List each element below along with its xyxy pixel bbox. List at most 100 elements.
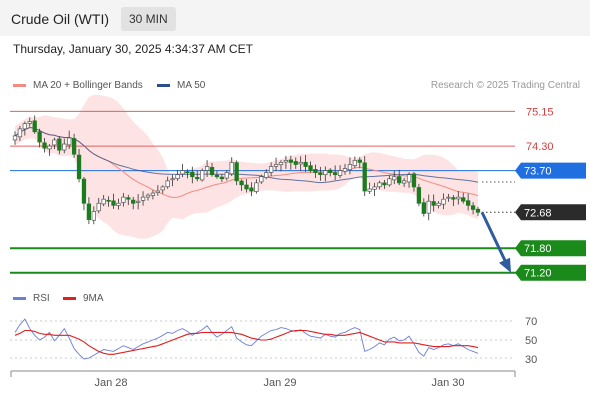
candle-body <box>204 166 210 171</box>
candle-body <box>392 176 397 181</box>
candle-body <box>195 177 200 180</box>
candle <box>219 174 225 183</box>
candle-body <box>308 165 313 171</box>
candle-body <box>62 143 67 151</box>
candle <box>135 194 141 210</box>
candle-body <box>259 176 264 183</box>
legend-ma20-swatch <box>13 83 26 87</box>
timeframe-button[interactable]: 30 MIN <box>121 7 176 31</box>
candle-body <box>293 161 298 165</box>
candle <box>323 166 328 182</box>
legend-ma20-label: MA 20 + Bollinger Bands <box>33 80 143 91</box>
candle-body <box>421 202 426 214</box>
candle-body <box>372 186 377 190</box>
candle <box>106 196 111 207</box>
candle-body <box>362 162 367 192</box>
candle <box>406 172 412 188</box>
candle <box>446 193 451 202</box>
level-label-75-15: 75.15 <box>526 106 554 118</box>
candle-body <box>288 159 293 163</box>
candle-body <box>27 121 32 124</box>
candle <box>229 157 234 176</box>
candle <box>111 193 116 209</box>
candle-body <box>135 200 141 203</box>
candle <box>116 198 121 210</box>
candle-body <box>145 194 151 198</box>
level-label-71-20: 71.20 <box>524 268 552 280</box>
candle-body <box>57 138 62 151</box>
candle <box>244 179 249 193</box>
candle <box>224 170 229 181</box>
candle-body <box>323 170 328 176</box>
legend-rsi-swatch <box>13 296 26 300</box>
candle-body <box>303 161 308 167</box>
candle <box>209 162 215 177</box>
legend-rsi-ma: 9MA <box>63 293 104 304</box>
candle <box>264 169 269 180</box>
forecast-arrow-shaft <box>480 211 509 266</box>
candle <box>101 194 106 207</box>
candle-body <box>436 202 441 206</box>
legend-rsi: RSI <box>13 293 50 304</box>
candle <box>170 174 175 187</box>
level-label-71-80: 71.80 <box>524 243 552 255</box>
candle-body <box>150 192 156 196</box>
candle-body <box>377 182 382 188</box>
candle-body <box>175 174 180 179</box>
candle <box>214 170 220 179</box>
candle <box>190 166 195 184</box>
candle <box>293 157 298 169</box>
candle <box>12 131 18 145</box>
legend-rsi-ma-label: 9MA <box>83 293 104 304</box>
candle <box>268 162 274 177</box>
candle <box>239 179 244 191</box>
candle <box>91 206 96 225</box>
candle <box>461 192 466 204</box>
candle <box>308 161 313 173</box>
candle <box>140 191 146 206</box>
candle-body <box>219 176 225 180</box>
candle-body <box>268 166 274 173</box>
candle-body <box>140 196 146 201</box>
chart-datetime: Thursday, January 30, 2025 4:34:37 AM CE… <box>13 42 253 56</box>
research-credit: Research © 2025 Trading Central <box>430 80 580 91</box>
candle-body <box>401 180 407 184</box>
candle-body <box>155 190 160 193</box>
candle-body <box>37 131 42 143</box>
candle <box>180 163 185 178</box>
ma50-line <box>14 126 479 184</box>
candle-body <box>446 196 451 199</box>
candle <box>185 169 190 179</box>
candles <box>12 115 481 225</box>
rsi-tick-label: 70 <box>525 316 537 328</box>
candle <box>416 183 422 207</box>
candle <box>377 180 382 190</box>
x-tick-label: Jan 29 <box>263 377 296 389</box>
candle-body <box>244 184 249 190</box>
candle-body <box>71 138 77 155</box>
legend-rsi-label: RSI <box>33 293 50 304</box>
candle <box>421 198 426 217</box>
candle-body <box>234 162 239 182</box>
candle-body <box>465 200 471 206</box>
candle <box>150 190 156 200</box>
candle-body <box>170 178 175 181</box>
level-tag-73-70 <box>515 162 586 179</box>
candle-body <box>313 169 318 173</box>
candle-body <box>116 202 121 206</box>
candle <box>57 136 62 155</box>
candle <box>22 121 28 136</box>
candle <box>254 179 259 194</box>
level-label-73-70: 73.70 <box>524 166 552 178</box>
candle-body <box>318 172 323 176</box>
candle-body <box>456 196 461 200</box>
candle <box>352 156 358 169</box>
candle-body <box>461 197 466 202</box>
candle-body <box>352 160 358 166</box>
header-bar <box>0 0 590 36</box>
level-tag-71-80 <box>515 240 586 257</box>
candle <box>67 130 72 150</box>
candle-body <box>160 186 165 191</box>
candle <box>470 202 476 215</box>
candle-body <box>165 180 170 188</box>
